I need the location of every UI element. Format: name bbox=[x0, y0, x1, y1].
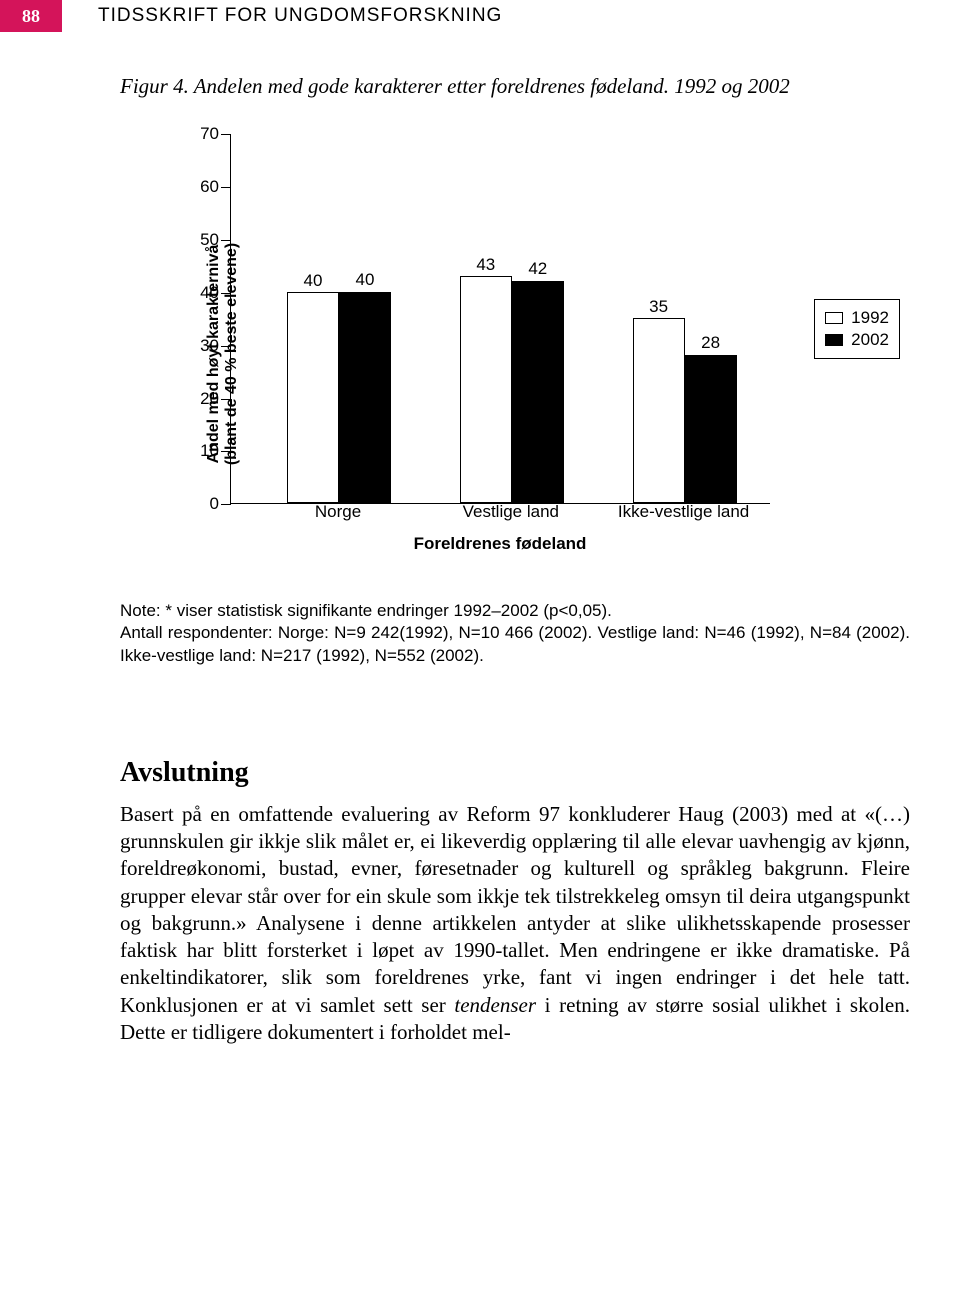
page-content: Figur 4. Andelen med gode karakterer ett… bbox=[0, 32, 960, 1046]
plot-area: 010203040506070404043423528 bbox=[230, 134, 770, 504]
legend-swatch-2002 bbox=[825, 334, 843, 346]
bar-1992-2: 35 bbox=[633, 318, 685, 503]
legend-swatch-1992 bbox=[825, 312, 843, 324]
body-paragraph: Basert på en omfattende evaluering av Re… bbox=[120, 801, 910, 1047]
note-line2: Antall respondenter: Norge: N=9 242(1992… bbox=[120, 623, 910, 664]
y-tick-label: 0 bbox=[191, 494, 219, 514]
legend-label-2002: 2002 bbox=[851, 330, 889, 350]
bar-value-label: 28 bbox=[685, 333, 737, 353]
y-tick bbox=[221, 293, 231, 294]
bar-chart: Andel med høyt karakternivå (blant de 40… bbox=[140, 124, 900, 584]
journal-title: TIDSSKRIFT FOR UNGDOMSFORSKNING bbox=[62, 0, 502, 32]
page-number: 88 bbox=[0, 0, 62, 32]
bar-value-label: 40 bbox=[339, 270, 391, 290]
y-tick bbox=[221, 399, 231, 400]
bar-1992-0: 40 bbox=[287, 292, 339, 503]
y-tick-label: 30 bbox=[191, 336, 219, 356]
note-line1: Note: * viser statistisk signifikante en… bbox=[120, 601, 612, 620]
legend-label-1992: 1992 bbox=[851, 308, 889, 328]
bar-value-label: 43 bbox=[461, 255, 511, 275]
y-tick-label: 60 bbox=[191, 177, 219, 197]
y-tick-label: 10 bbox=[191, 441, 219, 461]
x-axis-title: Foreldrenes fødeland bbox=[230, 534, 770, 554]
y-tick-label: 50 bbox=[191, 230, 219, 250]
bar-value-label: 42 bbox=[512, 259, 564, 279]
y-tick bbox=[221, 134, 231, 135]
y-tick bbox=[221, 187, 231, 188]
y-tick bbox=[221, 346, 231, 347]
section-heading: Avslutning bbox=[120, 757, 910, 789]
bar-1992-1: 43 bbox=[460, 276, 512, 503]
bar-value-label: 40 bbox=[288, 271, 338, 291]
page-header: 88 TIDSSKRIFT FOR UNGDOMSFORSKNING bbox=[0, 0, 960, 32]
figure-caption-text: Andelen med gode karakterer etter foreld… bbox=[194, 74, 790, 98]
bar-2002-1: 42 bbox=[512, 281, 564, 503]
y-tick-label: 40 bbox=[191, 283, 219, 303]
legend-row-2002: 2002 bbox=[825, 330, 889, 350]
figure-caption: Figur 4. Andelen med gode karakterer ett… bbox=[120, 72, 910, 100]
y-tick bbox=[221, 451, 231, 452]
figure-caption-prefix: Figur 4. bbox=[120, 74, 189, 98]
bar-value-label: 35 bbox=[634, 297, 684, 317]
bar-2002-2: 28 bbox=[685, 355, 737, 503]
legend-row-1992: 1992 bbox=[825, 308, 889, 328]
bar-2002-0: 40 bbox=[339, 292, 391, 503]
y-tick-label: 70 bbox=[191, 124, 219, 144]
y-tick-label: 20 bbox=[191, 389, 219, 409]
x-category-label: Norge bbox=[258, 502, 418, 522]
x-category-label: Vestlige land bbox=[431, 502, 591, 522]
y-tick bbox=[221, 504, 231, 505]
figure-note: Note: * viser statistisk signifikante en… bbox=[120, 600, 910, 666]
y-tick bbox=[221, 240, 231, 241]
x-category-label: Ikke-vestlige land bbox=[604, 502, 764, 522]
chart-legend: 1992 2002 bbox=[814, 299, 900, 359]
